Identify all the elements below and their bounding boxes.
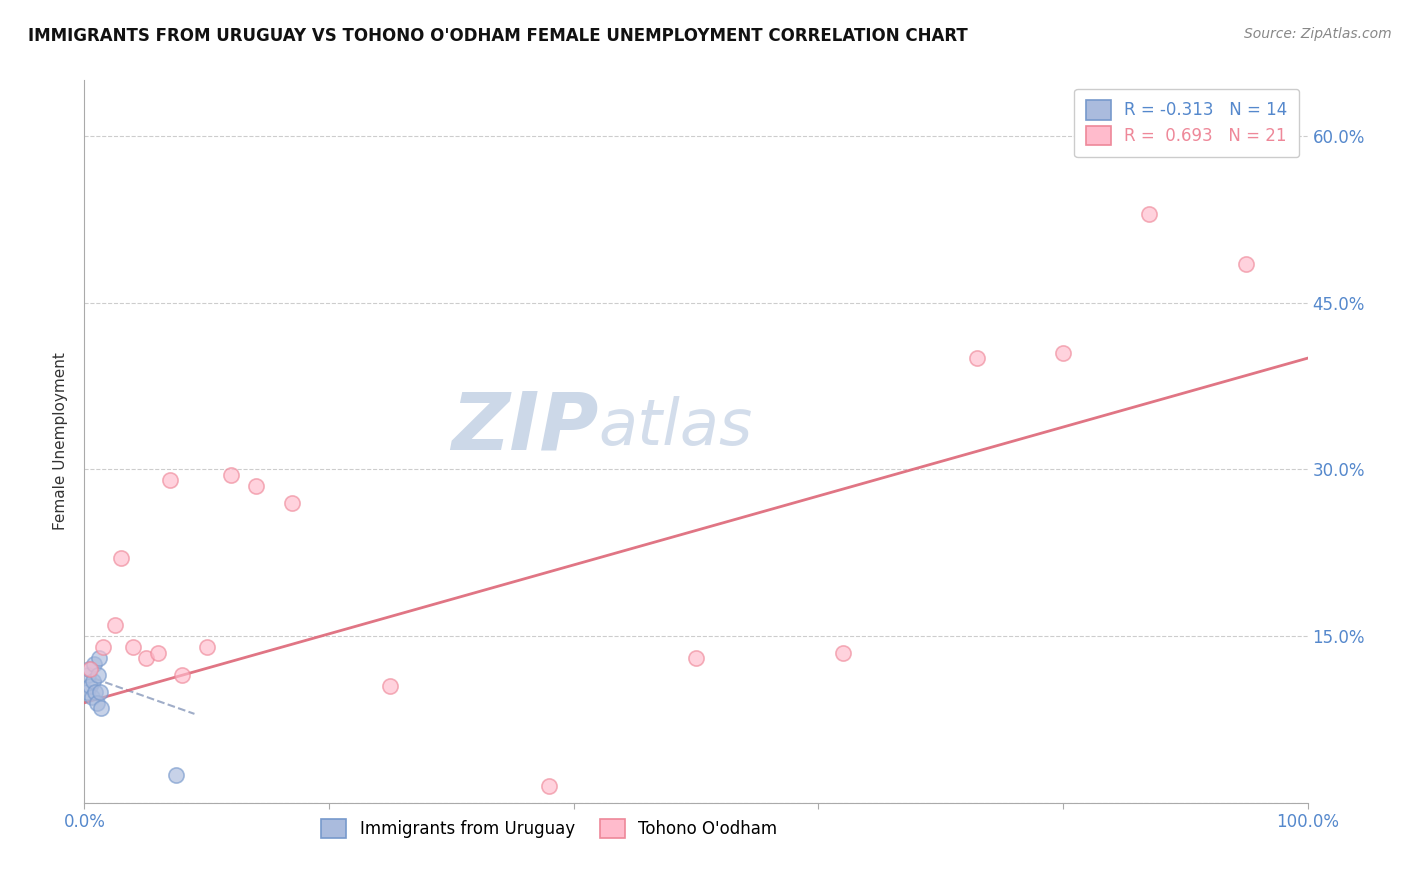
- Text: IMMIGRANTS FROM URUGUAY VS TOHONO O'ODHAM FEMALE UNEMPLOYMENT CORRELATION CHART: IMMIGRANTS FROM URUGUAY VS TOHONO O'ODHA…: [28, 27, 967, 45]
- Point: [146, 646, 169, 660]
- Point: [685, 651, 707, 665]
- Point: [245, 479, 267, 493]
- Point: [172, 668, 194, 682]
- Point: [77, 668, 100, 682]
- Point: [90, 701, 112, 715]
- Point: [89, 684, 111, 698]
- Point: [87, 651, 110, 665]
- Point: [165, 768, 187, 782]
- Point: [79, 679, 101, 693]
- Point: [104, 618, 127, 632]
- Point: [77, 662, 100, 676]
- Point: [281, 496, 304, 510]
- Point: [195, 640, 218, 655]
- Point: [91, 640, 114, 655]
- Point: [83, 657, 105, 671]
- Point: [135, 651, 157, 665]
- Point: [84, 684, 107, 698]
- Text: ZIP: ZIP: [451, 388, 598, 467]
- Point: [86, 696, 108, 710]
- Text: Source: ZipAtlas.com: Source: ZipAtlas.com: [1244, 27, 1392, 41]
- Point: [159, 474, 181, 488]
- Point: [1236, 257, 1258, 271]
- Legend: Immigrants from Uruguay, Tohono O'odham: Immigrants from Uruguay, Tohono O'odham: [315, 813, 783, 845]
- Text: atlas: atlas: [598, 396, 752, 458]
- Point: [76, 684, 98, 698]
- Point: [219, 467, 242, 482]
- Point: [122, 640, 145, 655]
- Point: [380, 679, 402, 693]
- Point: [79, 662, 101, 676]
- Point: [110, 551, 132, 566]
- Point: [1137, 207, 1160, 221]
- Point: [831, 646, 853, 660]
- Point: [966, 351, 988, 366]
- Y-axis label: Female Unemployment: Female Unemployment: [53, 352, 69, 531]
- Point: [80, 690, 103, 705]
- Point: [82, 673, 104, 688]
- Point: [538, 779, 561, 793]
- Point: [1052, 345, 1074, 359]
- Point: [87, 668, 110, 682]
